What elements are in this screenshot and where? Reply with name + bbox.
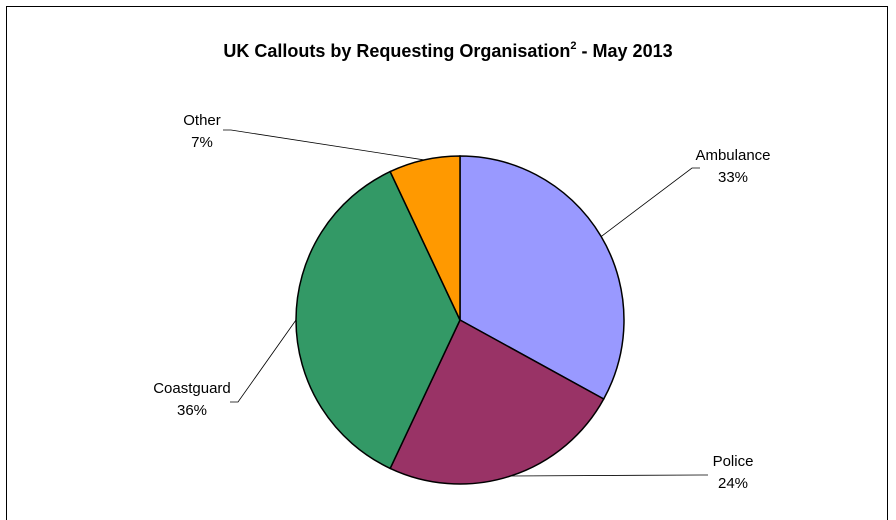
slice-labels: Ambulance 33% Police 24% Coastguard 36% Other 7… xyxy=(153,112,770,492)
slice-label-ambulance: Ambulance xyxy=(695,147,770,164)
slice-value-coastguard: 36% xyxy=(177,402,207,419)
slice-label-other: Other xyxy=(183,112,221,129)
leader-line-other xyxy=(223,129,425,161)
slice-police xyxy=(389,318,605,485)
leader-line-police xyxy=(510,474,708,477)
slice-coastguard xyxy=(295,170,461,470)
pie-slices xyxy=(295,155,625,485)
slice-value-ambulance: 33% xyxy=(718,169,748,186)
slice-label-police: Police xyxy=(713,453,754,470)
chart-title-superscript: 2 xyxy=(570,40,577,52)
chart-title: UK Callouts by Requesting Organisation2 … xyxy=(0,40,896,62)
slice-value-other: 7% xyxy=(191,134,213,151)
leader-lines xyxy=(223,129,708,477)
slice-label-coastguard: Coastguard xyxy=(153,380,231,397)
leader-line-ambulance xyxy=(600,167,700,237)
slice-other xyxy=(389,155,461,321)
slice-ambulance xyxy=(459,155,625,401)
chart-title-suffix: - May 2013 xyxy=(576,41,673,61)
chart-title-main: UK Callouts by Requesting Organisation xyxy=(223,41,571,61)
slice-value-police: 24% xyxy=(718,475,748,492)
leader-line-coastguard xyxy=(230,319,297,403)
